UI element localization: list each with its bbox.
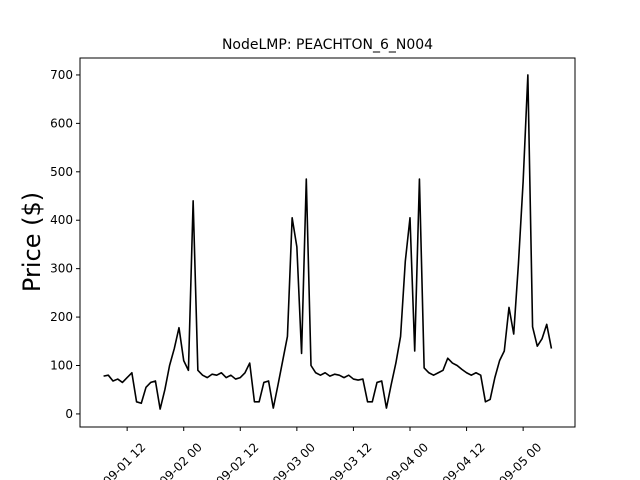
x-tick-label: 09-02 00 bbox=[157, 440, 205, 480]
x-tick-label: 09-03 12 bbox=[327, 440, 375, 480]
plot-frame bbox=[79, 57, 576, 428]
x-tick-label: 09-04 00 bbox=[383, 440, 431, 480]
x-tick-label: 09-01 12 bbox=[100, 440, 148, 480]
price-line bbox=[103, 74, 553, 410]
y-tick-label: 0 bbox=[65, 407, 73, 421]
chart-title: NodeLMP: PEACHTON_6_N004 bbox=[222, 37, 433, 53]
x-tick-label: 09-04 12 bbox=[440, 440, 488, 480]
x-tick-label: 09-02 12 bbox=[213, 440, 261, 480]
y-tick-label: 300 bbox=[50, 262, 73, 276]
y-tick-label: 400 bbox=[50, 213, 73, 227]
x-tick-label: 09-05 00 bbox=[496, 440, 544, 480]
y-tick-label: 100 bbox=[50, 359, 73, 373]
y-tick-label: 500 bbox=[50, 165, 73, 179]
y-tick-label: 600 bbox=[50, 116, 73, 130]
y-tick-label: 700 bbox=[50, 68, 73, 82]
y-tick-label: 200 bbox=[50, 310, 73, 324]
y-axis-label: Price ($) bbox=[18, 192, 46, 292]
x-tick-label: 09-03 00 bbox=[270, 440, 318, 480]
